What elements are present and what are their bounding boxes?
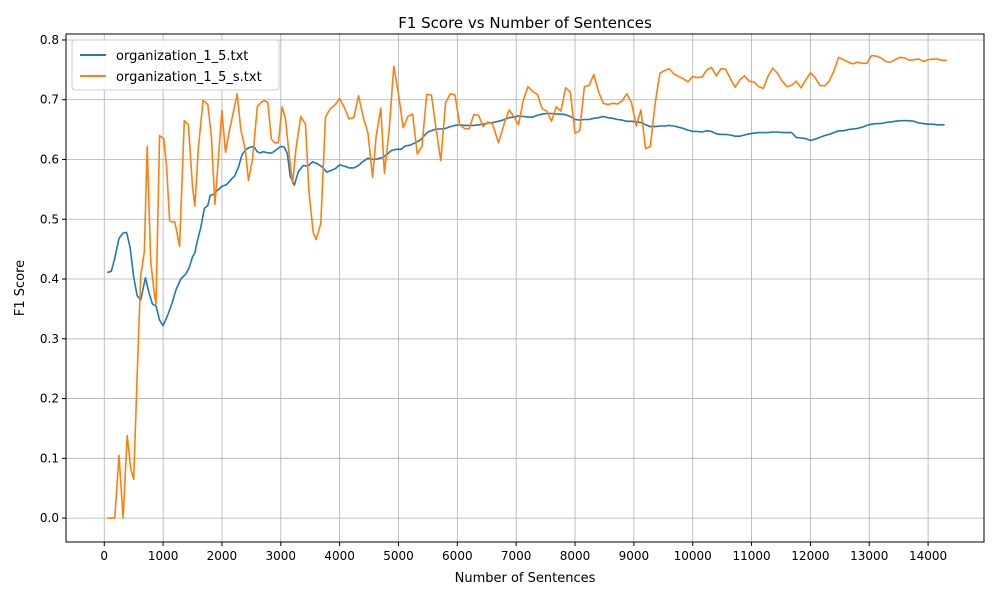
series-line-1 <box>106 112 945 327</box>
y-tick-label: 0.6 <box>40 153 59 167</box>
x-tick-label: 0 <box>100 549 108 563</box>
y-tick-label: 0.8 <box>40 33 59 47</box>
data-series <box>106 54 947 519</box>
x-tick-label: 4000 <box>324 549 355 563</box>
x-axis-ticks: 0 1000 2000 3000 4000 5000 6000 7000 8000 9000 100… <box>100 542 947 563</box>
x-tick-label: 9000 <box>619 549 650 563</box>
series-line-2 <box>107 54 947 519</box>
legend-label-series-2: organization_1_5_s.txt <box>116 70 262 85</box>
x-axis-label: Number of Sentences <box>455 571 596 586</box>
y-tick-label: 0.3 <box>40 332 59 346</box>
y-tick-label: 0.2 <box>40 392 59 406</box>
x-tick-label: 7000 <box>501 549 532 563</box>
y-tick-label: 0.0 <box>40 511 59 525</box>
legend: organization_1_5.txt organization_1_5_s.… <box>71 39 280 91</box>
chart-title: F1 Score vs Number of Sentences <box>398 14 652 32</box>
x-tick-label: 6000 <box>442 549 473 563</box>
y-tick-label: 0.4 <box>40 272 59 286</box>
legend-label-series-1: organization_1_5.txt <box>116 49 248 64</box>
x-tick-label: 14000 <box>909 549 947 563</box>
y-tick-label: 0.5 <box>40 212 59 226</box>
x-tick-label: 10000 <box>674 549 712 563</box>
x-tick-label: 3000 <box>266 549 297 563</box>
x-tick-label: 11000 <box>732 549 770 563</box>
y-axis-ticks: 0.0 0.1 0.2 0.3 0.4 0.5 0.6 0.7 0.8 <box>40 33 66 525</box>
plot-area-frame <box>65 33 985 543</box>
x-tick-label: 12000 <box>791 549 829 563</box>
x-tick-label: 2000 <box>207 549 238 563</box>
x-tick-label: 1000 <box>148 549 179 563</box>
x-tick-label: 13000 <box>850 549 888 563</box>
y-axis-label: F1 Score <box>13 260 28 316</box>
y-tick-label: 0.7 <box>40 93 59 107</box>
y-tick-label: 0.1 <box>40 451 59 465</box>
legend-box <box>71 39 280 91</box>
x-tick-label: 5000 <box>383 549 414 563</box>
x-tick-label: 8000 <box>560 549 591 563</box>
